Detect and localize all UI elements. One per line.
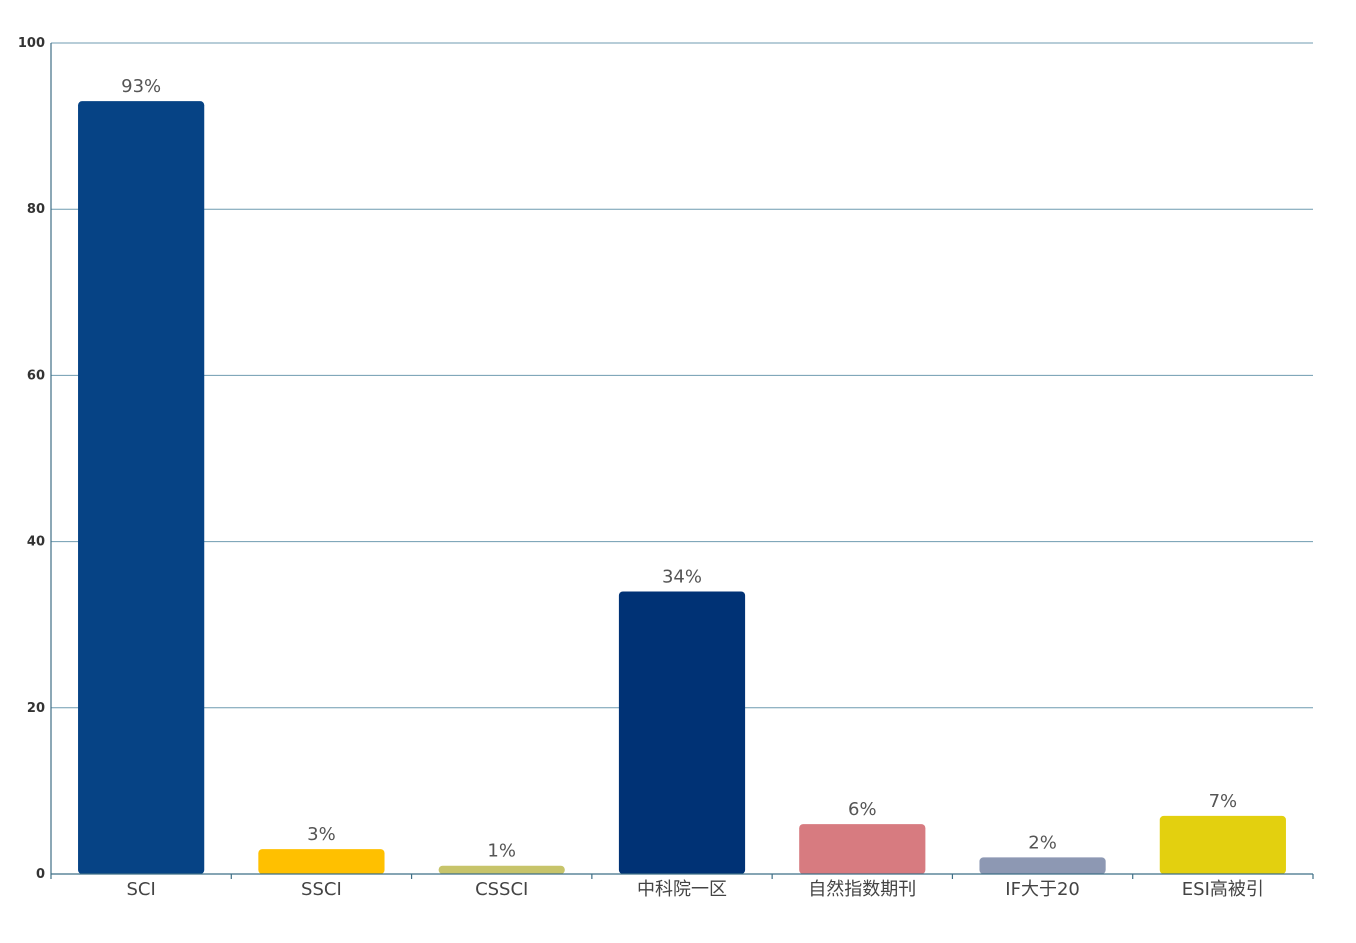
- data-label: 1%: [487, 841, 516, 862]
- x-category-label: SSCI: [301, 879, 342, 900]
- y-tick-label: 40: [27, 535, 45, 550]
- data-label: 2%: [1028, 832, 1057, 853]
- y-tick-label: 20: [27, 701, 45, 716]
- y-tick-label: 0: [36, 867, 45, 882]
- x-category-label: 中科院一区: [637, 879, 727, 900]
- x-category-label: SCI: [126, 879, 155, 900]
- bar-4[interactable]: [799, 824, 926, 874]
- data-label: 93%: [121, 76, 161, 97]
- x-category-label: CSSCI: [475, 879, 528, 900]
- grid-lines: [51, 42, 1313, 709]
- y-tick-label: 60: [27, 368, 45, 383]
- y-tick-label: 100: [18, 36, 45, 51]
- y-axis-ticks: 0 20 40 60 80 100: [18, 36, 45, 882]
- data-label: 34%: [662, 566, 702, 587]
- data-label: 7%: [1209, 791, 1238, 812]
- x-category-label: IF大于20: [1005, 879, 1080, 900]
- bar-3[interactable]: [618, 591, 746, 874]
- bar-0[interactable]: [78, 101, 205, 875]
- bar-1[interactable]: [258, 849, 385, 874]
- x-axis: SCI SSCI CSSCI 中科院一区 自然指数期刊 IF大于20 ESI高被引: [50, 43, 1314, 900]
- bar-6[interactable]: [1159, 815, 1286, 874]
- y-tick-label: 80: [27, 202, 45, 217]
- data-label: 6%: [848, 799, 877, 820]
- x-category-label: 自然指数期刊: [808, 879, 916, 900]
- data-label: 3%: [307, 824, 336, 845]
- bars: [78, 101, 1286, 875]
- data-labels: 93% 3% 1% 34% 6% 2% 7%: [121, 76, 1237, 862]
- x-category-label: ESI高被引: [1182, 879, 1264, 900]
- bar-5[interactable]: [979, 857, 1106, 874]
- bar-2[interactable]: [438, 865, 565, 874]
